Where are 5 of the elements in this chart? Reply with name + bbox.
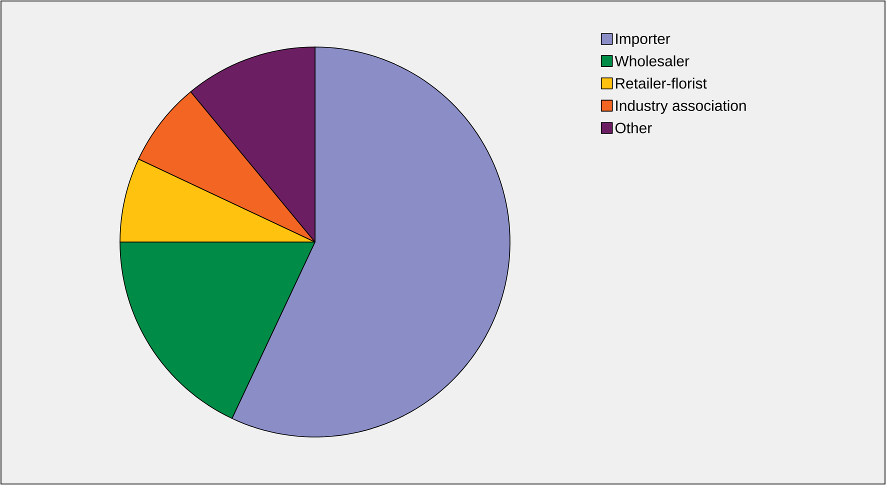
legend-label: Industry association	[616, 100, 746, 114]
legend-label: Other	[615, 122, 652, 134]
legend-label: Importer	[616, 34, 670, 48]
legend-label: Retailer-florist	[616, 78, 707, 89]
legend-label: Wholesaler	[614, 55, 690, 66]
